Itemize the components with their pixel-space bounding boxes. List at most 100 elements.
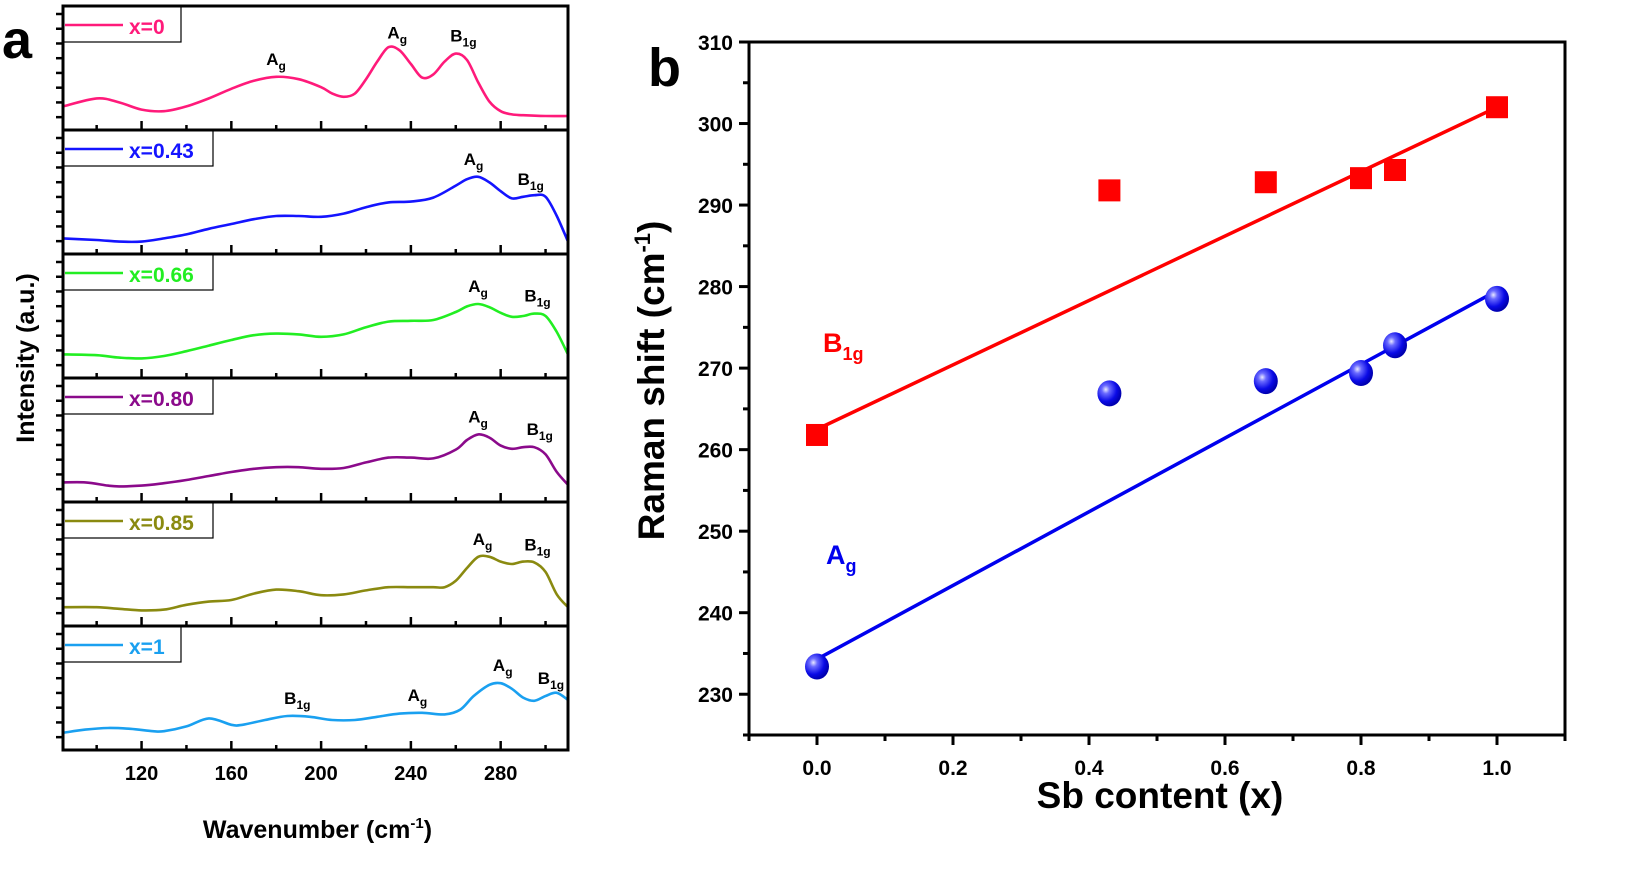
spectrum-line: [62, 554, 569, 612]
data-point-sphere: [1253, 368, 1278, 395]
x-tick-label: 0.0: [802, 757, 831, 780]
y-axis-label-sup: -1: [630, 233, 655, 253]
peak-mode: A: [266, 50, 278, 69]
data-point-square: [1254, 171, 1277, 194]
spectrum-line: [62, 45, 569, 118]
spectrum-panel: x=0.85 Ag B1g: [56, 500, 570, 628]
peak-mode: A: [468, 277, 480, 296]
data-point-square: [1384, 159, 1406, 182]
panel-b-label: b: [648, 38, 681, 98]
y-tick-label: 260: [698, 440, 733, 463]
y-axis-label-close: ): [631, 221, 672, 233]
peak-label: Ag: [493, 656, 513, 679]
peak-subscript: g: [476, 159, 483, 173]
peak-mode: B: [518, 170, 530, 189]
peak-mode: A: [464, 150, 476, 169]
peak-label: Ag: [468, 407, 488, 430]
data-point-square: [1350, 167, 1372, 190]
x-axis-label: Wavenumber (cm-1): [203, 815, 432, 844]
legend: x=1: [62, 625, 182, 663]
legend-label: x=1: [129, 636, 165, 659]
data-point-square: [1098, 179, 1121, 202]
x-tick-label: 160: [215, 763, 248, 785]
legend-label: x=0.85: [129, 512, 194, 535]
y-tick-label: 300: [698, 114, 733, 137]
x-axis-label-main: Wavenumber (cm: [203, 816, 410, 844]
fit-line: [816, 105, 1498, 431]
series-label-main: B: [823, 328, 843, 358]
series-b1g: [806, 96, 1508, 446]
x-tick-label: 0.2: [938, 757, 967, 780]
spectrum-line: [62, 681, 569, 735]
peak-label: Ag: [408, 686, 428, 709]
x-tick-label: 200: [304, 763, 337, 785]
peak-subscript: 1g: [530, 179, 544, 193]
peak-subscript: g: [481, 416, 488, 430]
x-axis-label-close: ): [424, 816, 432, 844]
peak-mode: A: [408, 686, 420, 705]
legend: x=0: [62, 5, 182, 43]
y-tick-label: 240: [698, 603, 733, 626]
peak-subscript: g: [505, 665, 512, 679]
spectrum-line: [62, 302, 570, 360]
data-point-sphere: [1485, 285, 1509, 312]
y-tick-label: 270: [698, 358, 733, 381]
data-point-sphere: [1349, 360, 1373, 387]
legend: x=0.66: [62, 253, 214, 291]
peak-label: B1g: [527, 420, 553, 443]
legend-label: x=0: [129, 16, 165, 39]
x-tick-label: 1.0: [1482, 757, 1511, 780]
x-tick-label: 280: [484, 763, 517, 785]
peak-label: Ag: [266, 50, 286, 73]
peak-subscript: 1g: [296, 698, 310, 712]
y-axis-label-main: Raman shift (cm: [631, 253, 672, 541]
y-tick-label: 230: [698, 684, 733, 707]
panel-b-chart: 230 240 250 260 270 280 290 300 310 0.0 0.2 0.4 0.6 0…: [630, 32, 1567, 816]
peak-label: B1g: [518, 170, 544, 193]
x-axis-label-sup: -1: [410, 815, 423, 832]
data-point-square: [806, 423, 828, 446]
peak-label: B1g: [450, 27, 476, 50]
peak-mode: A: [493, 656, 505, 675]
spectrum-panel: x=0.66 Ag B1g: [56, 252, 570, 380]
series-label-b1g: B1g: [823, 328, 864, 364]
peak-subscript: 1g: [539, 429, 553, 443]
peak-label: B1g: [538, 669, 564, 692]
legend: x=0.43: [62, 129, 214, 167]
legend: x=0.80: [62, 377, 214, 415]
x-tick-label: 120: [125, 763, 158, 785]
spectrum-panel: x=0.80 Ag B1g: [56, 376, 570, 504]
legend-label: x=0.66: [129, 264, 194, 287]
peak-mode: B: [538, 669, 550, 688]
y-axis-label: Intensity (a.u.): [12, 273, 40, 442]
series-label-sub: 1g: [843, 344, 864, 364]
series-label-ag: Ag: [826, 540, 857, 576]
legend: x=0.85: [62, 501, 214, 539]
data-point-square: [1486, 96, 1508, 119]
x-tick-label: 0.4: [1074, 757, 1104, 780]
peak-label: Ag: [464, 150, 484, 173]
legend-label: x=0.43: [129, 140, 194, 163]
peak-subscript: g: [481, 286, 488, 300]
peak-mode: A: [387, 23, 399, 42]
data-point-sphere: [1383, 332, 1407, 359]
peak-mode: B: [284, 689, 296, 708]
series-label-sub: g: [846, 556, 857, 576]
peak-label: Ag: [468, 277, 488, 300]
peak-subscript: g: [279, 59, 286, 73]
y-tick-label: 310: [698, 32, 733, 55]
peak-subscript: 1g: [463, 36, 477, 50]
x-tick-label: 0.8: [1346, 757, 1376, 780]
series-label-main: A: [826, 540, 846, 570]
data-point-sphere: [805, 653, 829, 680]
series-ag: [805, 285, 1509, 680]
x-tick-label: 240: [394, 763, 427, 785]
peak-mode: B: [450, 27, 462, 46]
peak-label: Ag: [473, 530, 493, 553]
peak-mode: B: [524, 287, 536, 306]
data-point-sphere: [1097, 380, 1122, 407]
spectrum-panel: x=0.43 Ag B1g: [56, 128, 570, 256]
panel-a-label: a: [2, 10, 33, 70]
